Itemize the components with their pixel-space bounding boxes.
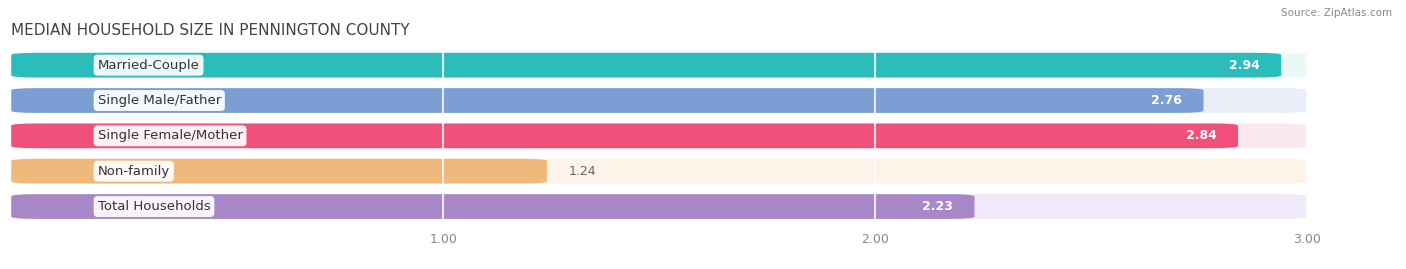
FancyBboxPatch shape bbox=[11, 123, 1239, 148]
FancyBboxPatch shape bbox=[11, 159, 547, 183]
FancyBboxPatch shape bbox=[11, 88, 1308, 113]
Text: 2.94: 2.94 bbox=[1229, 59, 1260, 72]
Text: Married-Couple: Married-Couple bbox=[97, 59, 200, 72]
Text: MEDIAN HOUSEHOLD SIZE IN PENNINGTON COUNTY: MEDIAN HOUSEHOLD SIZE IN PENNINGTON COUN… bbox=[11, 23, 411, 38]
FancyBboxPatch shape bbox=[11, 123, 1308, 148]
Text: 2.23: 2.23 bbox=[922, 200, 953, 213]
Text: 2.76: 2.76 bbox=[1152, 94, 1182, 107]
FancyBboxPatch shape bbox=[11, 159, 1308, 183]
Text: Total Households: Total Households bbox=[97, 200, 211, 213]
FancyBboxPatch shape bbox=[11, 194, 974, 219]
FancyBboxPatch shape bbox=[11, 194, 1308, 219]
Text: Source: ZipAtlas.com: Source: ZipAtlas.com bbox=[1281, 8, 1392, 18]
Text: Non-family: Non-family bbox=[97, 165, 170, 178]
FancyBboxPatch shape bbox=[11, 53, 1308, 77]
FancyBboxPatch shape bbox=[11, 53, 1281, 77]
Text: 1.24: 1.24 bbox=[568, 165, 596, 178]
FancyBboxPatch shape bbox=[11, 88, 1204, 113]
Text: 2.84: 2.84 bbox=[1185, 129, 1216, 142]
Text: Single Male/Father: Single Male/Father bbox=[97, 94, 221, 107]
Text: Single Female/Mother: Single Female/Mother bbox=[97, 129, 242, 142]
